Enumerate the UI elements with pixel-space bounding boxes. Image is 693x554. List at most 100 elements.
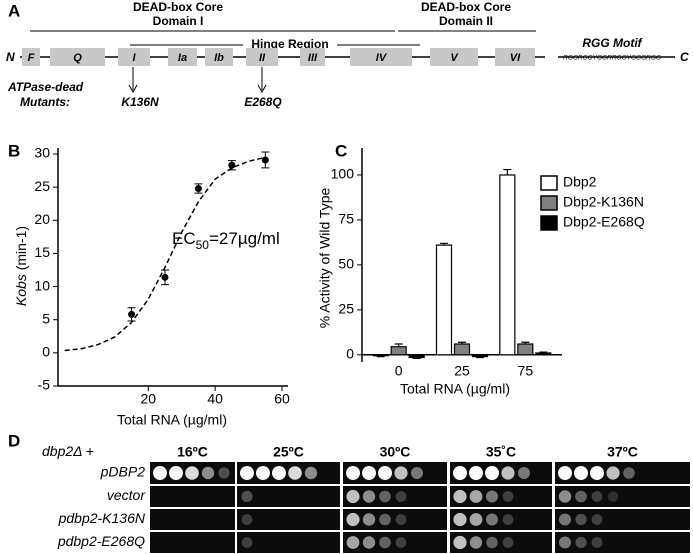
colony-spot xyxy=(518,467,530,479)
arrow-head xyxy=(128,84,138,94)
colony-spot xyxy=(185,466,199,480)
panel-label: B xyxy=(8,141,20,160)
data-point xyxy=(161,273,169,281)
strain-label: vector xyxy=(107,487,146,503)
domain-title: Domain II xyxy=(439,14,493,28)
colony-spot xyxy=(379,536,391,549)
error-bar xyxy=(440,242,448,246)
colony-spot xyxy=(153,466,167,480)
error-bar xyxy=(376,355,385,358)
x-axis-label: Total RNA (µg/ml) xyxy=(117,412,227,428)
n-terminus: N xyxy=(6,50,15,64)
arrow-head xyxy=(257,84,267,94)
colony-spot xyxy=(469,490,483,503)
y-axis-label: Kobs (min-1) xyxy=(13,226,29,306)
colony-spot xyxy=(346,489,360,504)
bar xyxy=(453,343,471,356)
x-tick-label: 25 xyxy=(454,363,470,379)
colony-spot xyxy=(362,466,376,480)
colony-spot xyxy=(379,513,391,526)
x-tick-label: 0 xyxy=(395,363,403,379)
legend-swatch xyxy=(540,195,558,211)
colony-spot xyxy=(272,466,286,480)
error-bar xyxy=(503,168,512,175)
data-point xyxy=(228,161,236,169)
motif-label: Q xyxy=(73,52,82,64)
c-terminus: C xyxy=(680,50,689,64)
y-tick-label: 25 xyxy=(338,301,354,317)
annotation: EC50=27µg/ml xyxy=(172,229,280,252)
colony-spot xyxy=(486,490,498,503)
motif-label: IV xyxy=(376,52,388,64)
legend-label: Dbp2-E268Q xyxy=(563,214,645,230)
rgg-sequence: RGGRGGYGGRRGGYGGGRGG xyxy=(563,55,661,62)
hinge-title: Hinge Region xyxy=(251,37,328,51)
motif-label: I xyxy=(132,52,136,64)
colony-spot xyxy=(395,491,407,502)
motif-box xyxy=(350,48,412,66)
x-axis-label: Total RNA (µg/ml) xyxy=(400,381,510,397)
colony-spot xyxy=(575,536,587,549)
colony-spot xyxy=(575,490,587,503)
colony-spot xyxy=(486,536,498,549)
data-point xyxy=(194,184,202,192)
mutant: K136N xyxy=(121,95,159,109)
colony-spot xyxy=(395,537,407,548)
colony-spot xyxy=(502,537,514,548)
colony-spot xyxy=(502,491,514,502)
y-axis-label: % Activity of Wild Type xyxy=(317,188,333,329)
genotype-plus: + xyxy=(86,443,94,459)
motif-box xyxy=(118,48,150,66)
temperature: 37ºC xyxy=(607,444,638,460)
colony-spot xyxy=(453,466,467,480)
colony-spot xyxy=(453,535,467,550)
colony-spot xyxy=(469,536,483,549)
motif-box xyxy=(495,48,535,66)
annotation-subscript: 50 xyxy=(196,238,210,252)
colony-spot xyxy=(362,513,376,526)
data-point xyxy=(128,310,136,318)
y-tick-label: 100 xyxy=(331,166,355,182)
plates: 16ºC 25ºC 30ºC 35˚C 37ºC pDBP2 vector pdbp2-K13… xyxy=(57,444,690,553)
domain-title: DEAD-box Core xyxy=(133,0,223,14)
genotype: dbp2Δ + xyxy=(42,443,94,459)
error-bar xyxy=(476,356,484,359)
mutants-label: ATPase-dead xyxy=(7,80,84,94)
y-tick-label: 30 xyxy=(34,145,50,161)
colony-spot xyxy=(623,467,635,479)
colony-spot xyxy=(362,490,376,503)
data-point xyxy=(261,156,269,164)
genotype-name: dbp2Δ xyxy=(42,443,82,459)
colony-spot xyxy=(218,467,230,479)
plate-image xyxy=(150,532,235,553)
panel-label: C xyxy=(335,141,347,160)
plate-image xyxy=(237,532,340,553)
plate-image xyxy=(555,462,690,484)
colony-spot xyxy=(559,536,571,549)
motif-box xyxy=(300,48,325,66)
colony-spot xyxy=(469,466,483,480)
y-tick-label: 25 xyxy=(34,178,50,194)
x-tick-label: 75 xyxy=(518,363,534,379)
bar xyxy=(517,343,534,356)
legend-label: Dbp2 xyxy=(563,174,597,190)
legend-swatch xyxy=(540,215,558,231)
colony-spot xyxy=(304,466,318,480)
plate-image xyxy=(150,509,235,530)
colony-spot xyxy=(501,466,515,480)
colony-spot xyxy=(453,512,467,527)
annotation-text: EC xyxy=(172,229,196,248)
motif-label: Ia xyxy=(178,52,187,64)
legend-swatch xyxy=(540,175,558,191)
motif-label: Ib xyxy=(214,52,224,64)
colony-spot xyxy=(485,466,499,480)
y-tick-label: 50 xyxy=(338,256,354,272)
colony-spot xyxy=(591,537,603,548)
y-axis-label-italic: Kobs xyxy=(13,274,29,306)
colony-spot xyxy=(241,537,253,548)
plate-image xyxy=(237,486,340,507)
motif-label: V xyxy=(450,52,459,64)
x-tick-label: 20 xyxy=(140,391,156,407)
colony-spot xyxy=(395,514,407,525)
